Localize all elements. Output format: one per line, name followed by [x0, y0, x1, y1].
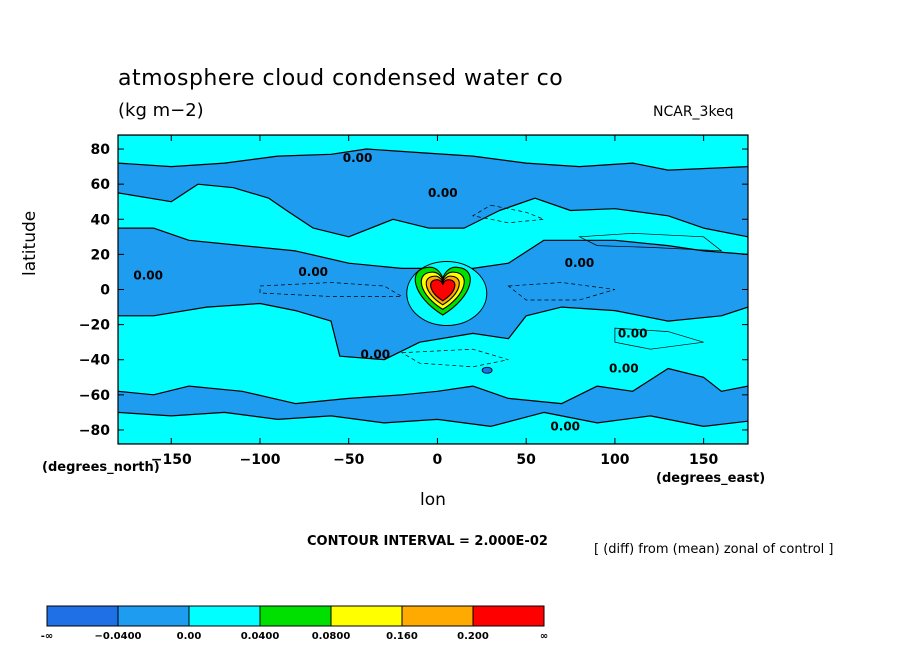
x-axis: −150 −100 −50 0 50 100 150	[151, 135, 718, 468]
field-min-spot	[481, 366, 493, 374]
colorbar-swatch-2	[117, 605, 190, 627]
chart-title: atmosphere cloud condensed water co	[118, 66, 564, 91]
field-region-4	[118, 411, 748, 444]
x-tick-label-3: 0	[433, 452, 443, 468]
y-units-label: (degrees_north)	[42, 460, 160, 475]
contour-label-2: 0.00	[428, 186, 458, 200]
colorbar-swatch-5	[330, 605, 403, 627]
chart-units: (kg m−2)	[118, 100, 204, 121]
x-tick-label-1: −100	[239, 452, 280, 468]
colorbar-label-2: −0.0400	[95, 631, 142, 642]
y-tick-label-8: −80	[79, 423, 110, 439]
x-tick-label-0: −150	[151, 452, 192, 468]
x-axis-label: lon	[420, 490, 446, 510]
colorbar: -∞ −0.0400 0.00 0.0400 0.0800 0.160 0.200 ∞	[41, 605, 548, 642]
y-axis: 80 60 40 20 0 −20 −40 −60 −80	[79, 142, 748, 439]
x-tick-label-6: 150	[689, 452, 718, 468]
y-tick-label-5: −20	[79, 318, 110, 334]
y-tick-label-4: 0	[100, 283, 110, 299]
contour-label-1: 0.00	[343, 151, 373, 165]
inner-contour-1	[259, 282, 404, 297]
contour-label-9: 0.00	[550, 419, 580, 433]
contour-label-4: 0.00	[133, 268, 163, 282]
difference-note: [ (diff) from (mean) zonal of control ]	[594, 542, 834, 557]
y-tick-label-6: −40	[79, 353, 110, 369]
y-tick-label-2: 40	[91, 212, 111, 228]
x-tick-label-4: 50	[516, 452, 536, 468]
field-region-2	[118, 183, 748, 269]
colorbar-label-4: 0.0400	[241, 631, 280, 642]
colorbar-label-3: 0.00	[177, 631, 202, 642]
colorbar-swatch-4	[259, 605, 332, 627]
contour-field	[118, 135, 748, 444]
colorbar-label-5: 0.0800	[312, 631, 351, 642]
contour-labels: 0.00 0.00 0.00 0.00 0.00 0.00 0.00 0.00 0.00	[133, 151, 647, 434]
y-tick-label-1: 60	[91, 177, 111, 193]
contour-label-3: 0.00	[298, 265, 328, 279]
y-tick-label-0: 80	[91, 142, 111, 158]
colorbar-label-6: 0.160	[386, 631, 418, 642]
inner-contour-6	[471, 204, 545, 224]
peak-level-4	[430, 279, 456, 302]
contour-interval-text: CONTOUR INTERVAL = 2.000E-02	[307, 534, 548, 549]
y-tick-label-7: −60	[79, 388, 110, 404]
inner-contour-3	[578, 232, 723, 252]
colorbar-swatch-1	[46, 605, 119, 627]
colorbar-swatch-7	[472, 605, 545, 627]
inner-contour-4	[400, 348, 509, 368]
contour-label-5: 0.00	[565, 256, 595, 270]
colorbar-label-8: ∞	[540, 631, 548, 642]
model-name: NCAR_3keq	[653, 104, 734, 120]
colorbar-swatch-3	[188, 605, 261, 627]
y-tick-label-3: 20	[91, 247, 111, 263]
field-region-3	[118, 302, 748, 405]
field-region-1	[118, 135, 748, 171]
contour-label-8: 0.00	[609, 362, 639, 376]
colorbar-label-7: 0.200	[457, 631, 489, 642]
colorbar-label-1: -∞	[41, 631, 53, 642]
inner-contour-2	[507, 282, 615, 301]
y-axis-label: latitude	[20, 210, 40, 276]
inner-contour-5	[614, 327, 704, 350]
x-units-label: (degrees_east)	[656, 471, 766, 486]
x-tick-label-2: −50	[333, 452, 364, 468]
contour-label-6: 0.00	[618, 326, 648, 340]
contour-label-7: 0.00	[361, 347, 391, 361]
colorbar-swatch-6	[401, 605, 474, 627]
x-tick-label-5: 100	[600, 452, 629, 468]
